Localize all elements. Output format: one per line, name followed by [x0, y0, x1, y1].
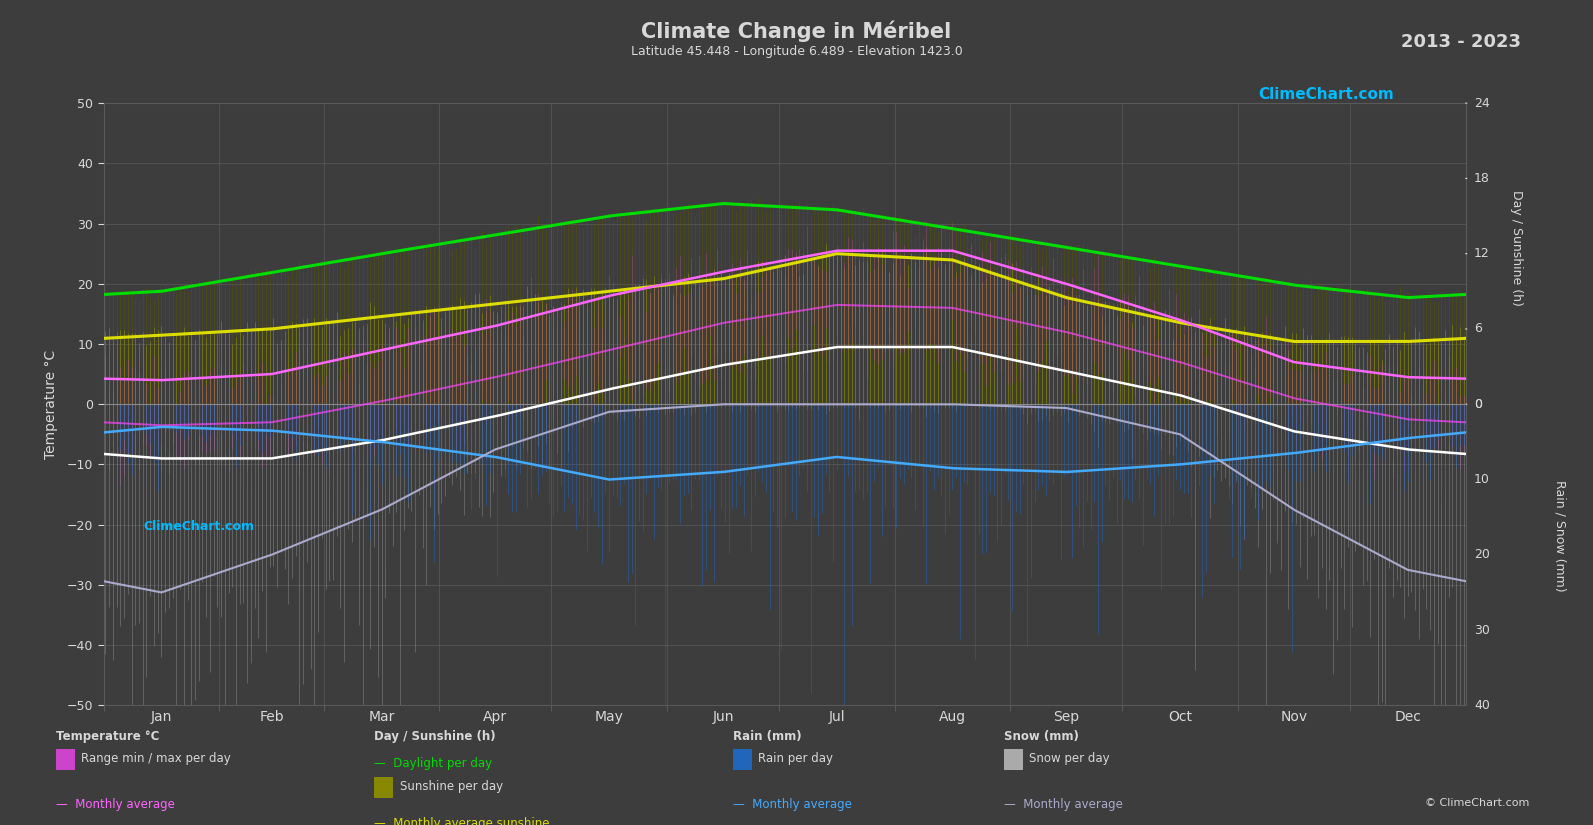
Text: Sunshine per day: Sunshine per day	[400, 780, 503, 793]
Text: 0: 0	[1474, 398, 1481, 411]
Text: Climate Change in Méribel: Climate Change in Méribel	[642, 21, 951, 42]
Text: 0: 0	[1474, 398, 1481, 411]
Text: Range min / max per day: Range min / max per day	[81, 752, 231, 765]
Text: —  Monthly average: — Monthly average	[56, 798, 175, 811]
Y-axis label: Temperature °C: Temperature °C	[45, 350, 59, 459]
Text: Rain per day: Rain per day	[758, 752, 833, 765]
Text: Day / Sunshine (h): Day / Sunshine (h)	[374, 730, 495, 743]
Text: ClimeChart.com: ClimeChart.com	[1258, 87, 1394, 101]
Text: Snow (mm): Snow (mm)	[1004, 730, 1078, 743]
Text: Latitude 45.448 - Longitude 6.489 - Elevation 1423.0: Latitude 45.448 - Longitude 6.489 - Elev…	[631, 45, 962, 59]
Text: Rain / Snow (mm): Rain / Snow (mm)	[1553, 480, 1566, 592]
Text: 40: 40	[1474, 699, 1489, 712]
Text: 10: 10	[1474, 473, 1489, 486]
Text: 6: 6	[1474, 323, 1481, 336]
Text: —  Monthly average: — Monthly average	[733, 798, 852, 811]
Text: 30: 30	[1474, 624, 1489, 637]
Text: Snow per day: Snow per day	[1029, 752, 1110, 765]
Text: —  Monthly average sunshine: — Monthly average sunshine	[374, 817, 550, 825]
Text: 2013 - 2023: 2013 - 2023	[1402, 33, 1521, 51]
Text: 18: 18	[1474, 172, 1489, 185]
Text: 24: 24	[1474, 97, 1489, 110]
Text: 20: 20	[1474, 549, 1489, 561]
Text: Rain (mm): Rain (mm)	[733, 730, 801, 743]
Text: © ClimeChart.com: © ClimeChart.com	[1424, 799, 1529, 808]
Text: —  Daylight per day: — Daylight per day	[374, 757, 492, 771]
Text: —  Monthly average: — Monthly average	[1004, 798, 1123, 811]
Text: ClimeChart.com: ClimeChart.com	[143, 520, 255, 533]
Text: Day / Sunshine (h): Day / Sunshine (h)	[1510, 190, 1523, 305]
Text: Temperature °C: Temperature °C	[56, 730, 159, 743]
Text: 12: 12	[1474, 248, 1489, 260]
